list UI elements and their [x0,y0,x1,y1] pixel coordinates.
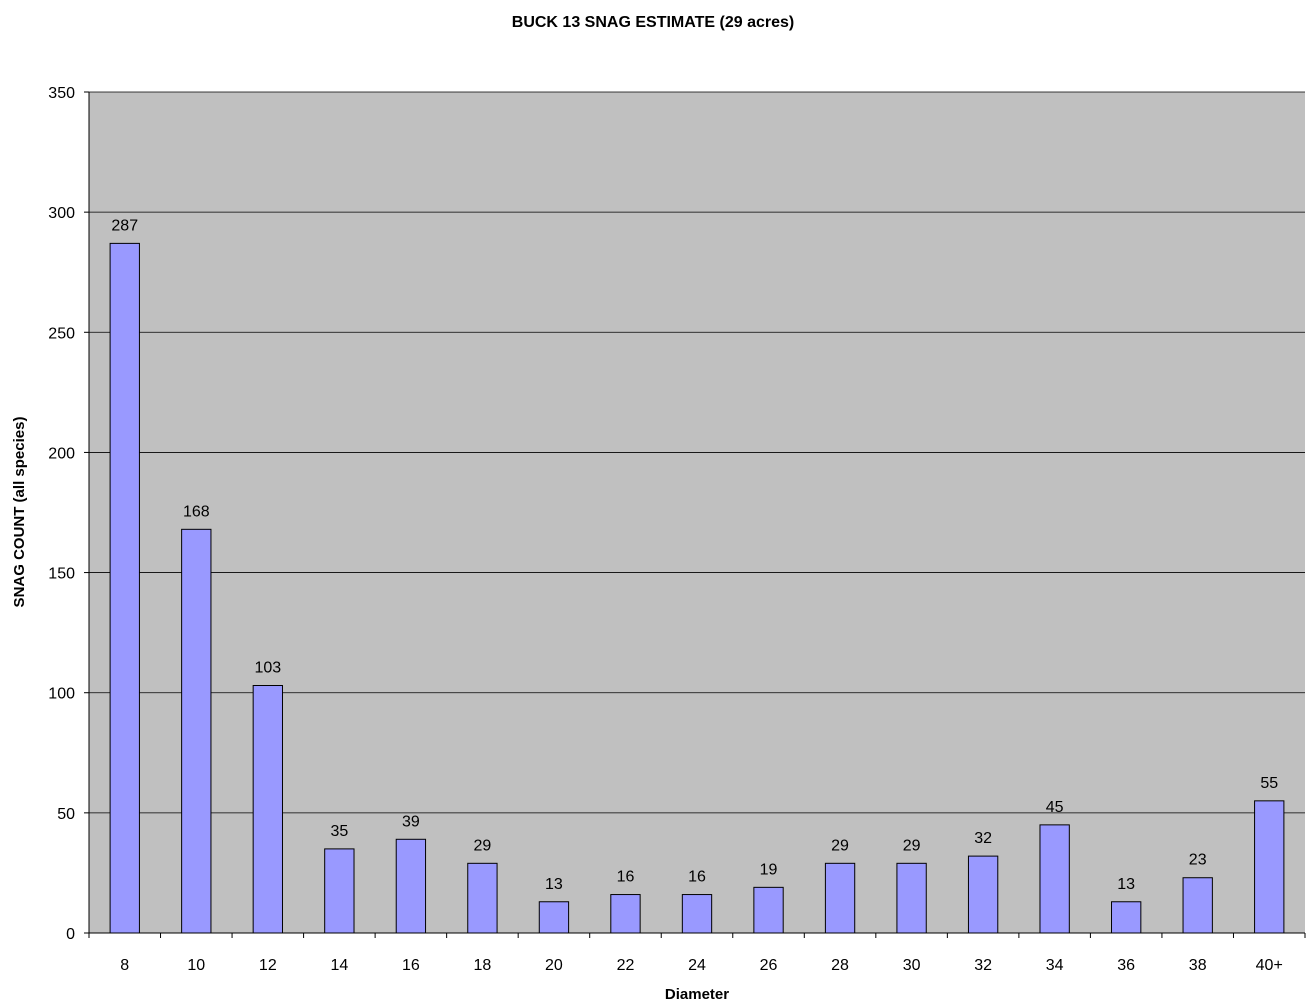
x-tick-label: 16 [402,957,420,974]
plot-area [89,92,1305,933]
y-tick-label: 50 [57,806,75,823]
x-axis-ticks: 8 10 12 14 16 18 20 22 24 26 28 30 32 34 36 38 40+ [88,933,1306,974]
bar [681,894,713,934]
data-label: 13 [545,876,563,893]
x-axis-title: Diameter [665,986,729,1003]
x-tick-label: 28 [831,957,849,974]
data-label: 287 [111,217,138,234]
x-tick-label: 26 [760,957,778,974]
x-tick-label: 36 [1117,957,1135,974]
bar [753,886,784,934]
data-label: 55 [1260,775,1278,792]
data-label: 13 [1117,876,1135,893]
bar [896,862,927,934]
data-label: 29 [831,837,849,854]
x-tick-label: 34 [1046,957,1064,974]
y-tick-label: 300 [48,205,75,222]
chart-title: BUCK 13 SNAG ESTIMATE (29 acres) [512,14,794,31]
data-label: 16 [688,869,706,886]
x-tick-label: 20 [545,957,563,974]
y-tick-label: 250 [48,325,75,342]
data-label: 168 [183,503,210,520]
bar [824,862,856,934]
x-tick-label: 24 [688,957,706,974]
bar [1254,800,1285,934]
x-tick-label: 30 [903,957,921,974]
bar [538,901,570,934]
x-tick-label: 8 [120,957,129,974]
data-label: 45 [1046,799,1064,816]
bar [252,685,283,934]
bar [967,855,999,934]
bar [1182,877,1213,934]
y-axis-title: SNAG COUNT (all species) [11,417,28,608]
x-tick-label: 14 [330,957,348,974]
data-label: 29 [903,837,921,854]
y-tick-label: 100 [48,686,75,703]
bar [610,894,641,934]
y-axis-ticks: 0 50 100 150 200 250 300 350 [48,85,89,943]
data-label: 103 [254,660,281,677]
bar [467,862,498,934]
x-tick-label: 38 [1189,957,1207,974]
bar [1111,901,1142,934]
data-label: 16 [617,869,635,886]
data-label: 32 [974,830,992,847]
x-tick-label: 40+ [1256,957,1283,974]
data-labels: 287 168 103 35 39 29 13 16 16 19 29 29 32 45 13 23 55 [111,217,1278,892]
bar [324,848,355,934]
bar [1039,824,1070,934]
bar [109,242,140,934]
data-label: 35 [330,823,348,840]
x-tick-label: 10 [187,957,205,974]
y-tick-label: 150 [48,566,75,583]
data-label: 23 [1189,852,1207,869]
x-tick-label: 32 [974,957,992,974]
data-label: 29 [474,837,492,854]
data-label: 39 [402,813,420,830]
data-label: 19 [760,861,778,878]
x-tick-label: 12 [259,957,277,974]
x-tick-label: 22 [617,957,635,974]
y-tick-label: 0 [66,926,75,943]
x-tick-label: 18 [474,957,492,974]
bar [395,838,427,934]
y-tick-label: 350 [48,85,75,102]
y-tick-label: 200 [48,445,75,462]
bar [181,528,212,934]
gridlines [89,91,1305,814]
